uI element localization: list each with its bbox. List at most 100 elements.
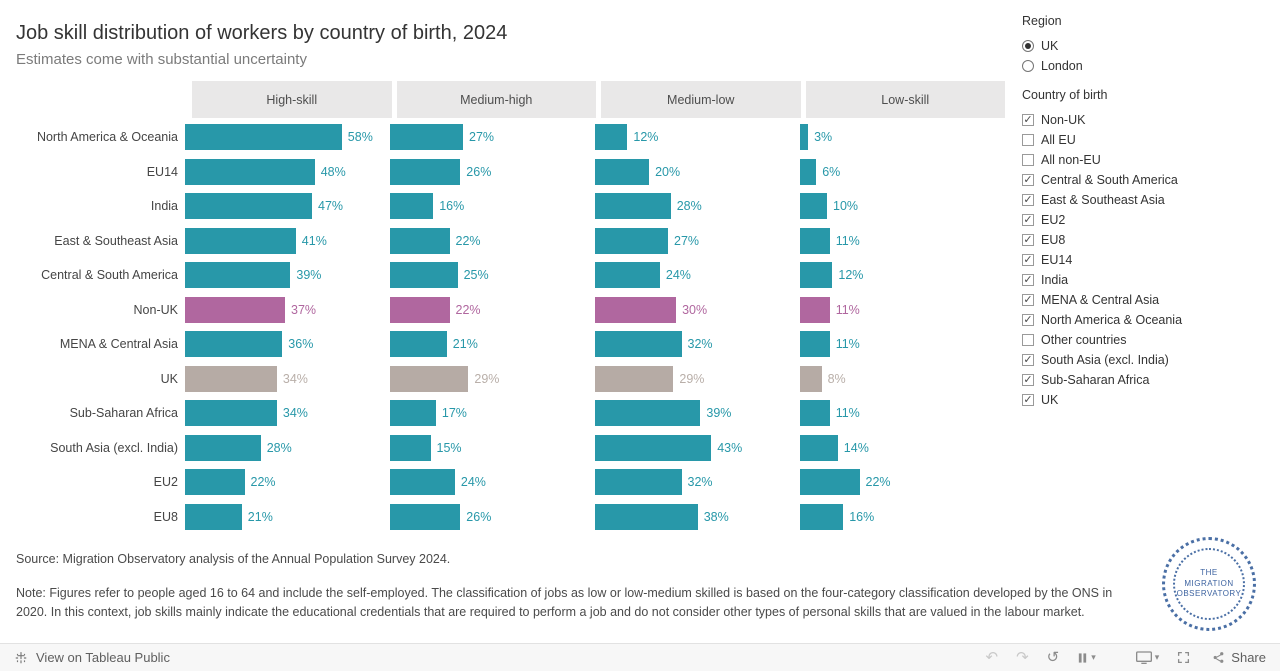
checkbox-checked-icon[interactable]: ✓ <box>1022 294 1034 306</box>
bar[interactable] <box>185 400 277 427</box>
bar[interactable] <box>185 262 291 289</box>
country-option[interactable]: ✓ North America & Oceania <box>1022 310 1272 330</box>
bar[interactable] <box>800 193 827 220</box>
country-option[interactable]: ✓ MENA & Central Asia <box>1022 290 1272 310</box>
column-header-4[interactable]: Low-skill <box>805 81 1005 118</box>
bar[interactable] <box>185 434 261 461</box>
country-option[interactable]: Other countries <box>1022 330 1272 350</box>
redo-icon[interactable]: ↷ <box>1016 649 1029 666</box>
country-option[interactable]: All EU <box>1022 130 1272 150</box>
bar[interactable] <box>390 124 463 151</box>
bar[interactable] <box>800 227 830 254</box>
fullscreen-icon[interactable] <box>1177 651 1190 664</box>
bar[interactable] <box>800 503 844 530</box>
checkbox-checked-icon[interactable]: ✓ <box>1022 234 1034 246</box>
bar[interactable] <box>390 400 436 427</box>
bar[interactable] <box>595 503 698 530</box>
row-label[interactable]: EU14 <box>146 164 178 179</box>
bar[interactable] <box>390 227 450 254</box>
row-label[interactable]: UK <box>160 371 178 386</box>
country-option[interactable]: ✓ Non-UK <box>1022 110 1272 130</box>
checkbox-checked-icon[interactable]: ✓ <box>1022 394 1034 406</box>
bar[interactable] <box>185 503 242 530</box>
country-option[interactable]: All non-EU <box>1022 150 1272 170</box>
checkbox-checked-icon[interactable]: ✓ <box>1022 214 1034 226</box>
bar[interactable] <box>185 124 342 151</box>
checkbox-checked-icon[interactable]: ✓ <box>1022 374 1034 386</box>
checkbox-checked-icon[interactable]: ✓ <box>1022 254 1034 266</box>
country-option[interactable]: ✓ Central & South America <box>1022 170 1272 190</box>
country-option[interactable]: ✓ East & Southeast Asia <box>1022 190 1272 210</box>
checkbox-icon[interactable] <box>1022 134 1034 146</box>
row-label[interactable]: Non-UK <box>133 302 178 317</box>
bar[interactable] <box>185 158 315 185</box>
row-label[interactable]: India <box>150 199 178 214</box>
column-header-1[interactable]: High-skill <box>192 81 392 118</box>
country-option[interactable]: ✓ Sub-Saharan Africa <box>1022 370 1272 390</box>
bar[interactable] <box>595 124 628 151</box>
device-layout-icon[interactable]: ▾ <box>1135 650 1159 665</box>
bar[interactable] <box>185 365 277 392</box>
column-header-2[interactable]: Medium-high <box>396 81 596 118</box>
row-label[interactable]: Central & South America <box>41 268 178 283</box>
bar[interactable] <box>595 296 677 323</box>
row-label[interactable]: South Asia (excl. India) <box>50 440 178 455</box>
bar[interactable] <box>390 503 461 530</box>
checkbox-checked-icon[interactable]: ✓ <box>1022 174 1034 186</box>
bar[interactable] <box>595 400 701 427</box>
reset-icon[interactable]: ↺ <box>1046 649 1060 666</box>
bar[interactable] <box>595 227 668 254</box>
bar[interactable] <box>595 262 660 289</box>
bar[interactable] <box>390 434 431 461</box>
share-button[interactable]: Share <box>1212 650 1266 665</box>
bar[interactable] <box>185 331 283 358</box>
radio-icon[interactable] <box>1022 60 1034 72</box>
checkbox-checked-icon[interactable]: ✓ <box>1022 274 1034 286</box>
row-label[interactable]: EU2 <box>153 475 178 490</box>
row-label[interactable]: North America & Oceania <box>36 130 178 145</box>
bar[interactable] <box>185 469 245 496</box>
checkbox-icon[interactable] <box>1022 154 1034 166</box>
pause-updates-icon[interactable]: ▾ <box>1077 652 1096 664</box>
bar[interactable] <box>800 469 860 496</box>
country-option[interactable]: ✓ EU8 <box>1022 230 1272 250</box>
bar[interactable] <box>800 365 822 392</box>
bar[interactable] <box>390 469 455 496</box>
bar[interactable] <box>800 158 817 185</box>
bar[interactable] <box>595 434 712 461</box>
bar[interactable] <box>595 469 682 496</box>
checkbox-checked-icon[interactable]: ✓ <box>1022 114 1034 126</box>
bar[interactable] <box>800 434 838 461</box>
row-label[interactable]: Sub-Saharan Africa <box>69 406 178 421</box>
region-option[interactable]: UK <box>1022 36 1272 56</box>
country-option[interactable]: ✓ South Asia (excl. India) <box>1022 350 1272 370</box>
radio-selected-icon[interactable] <box>1022 40 1034 52</box>
column-header-3[interactable]: Medium-low <box>601 81 801 118</box>
checkbox-icon[interactable] <box>1022 334 1034 346</box>
checkbox-checked-icon[interactable]: ✓ <box>1022 194 1034 206</box>
bar[interactable] <box>390 158 461 185</box>
bar[interactable] <box>185 193 312 220</box>
checkbox-checked-icon[interactable]: ✓ <box>1022 314 1034 326</box>
checkbox-checked-icon[interactable]: ✓ <box>1022 354 1034 366</box>
tableau-public-link[interactable]: View on Tableau Public <box>14 650 170 665</box>
bar[interactable] <box>390 193 434 220</box>
bar[interactable] <box>595 365 674 392</box>
bar[interactable] <box>800 331 830 358</box>
bar[interactable] <box>390 331 447 358</box>
bar[interactable] <box>185 296 285 323</box>
bar[interactable] <box>800 400 830 427</box>
bar[interactable] <box>595 193 671 220</box>
region-option[interactable]: London <box>1022 56 1272 76</box>
row-label[interactable]: MENA & Central Asia <box>59 337 178 352</box>
country-option[interactable]: ✓ UK <box>1022 390 1272 410</box>
bar[interactable] <box>390 365 469 392</box>
row-label[interactable]: East & Southeast Asia <box>54 233 178 248</box>
undo-icon[interactable]: ↶ <box>985 649 999 666</box>
country-option[interactable]: ✓ EU2 <box>1022 210 1272 230</box>
country-option[interactable]: ✓ India <box>1022 270 1272 290</box>
row-label[interactable]: EU8 <box>153 509 178 524</box>
country-option[interactable]: ✓ EU14 <box>1022 250 1272 270</box>
bar[interactable] <box>800 124 809 151</box>
bar[interactable] <box>595 331 682 358</box>
